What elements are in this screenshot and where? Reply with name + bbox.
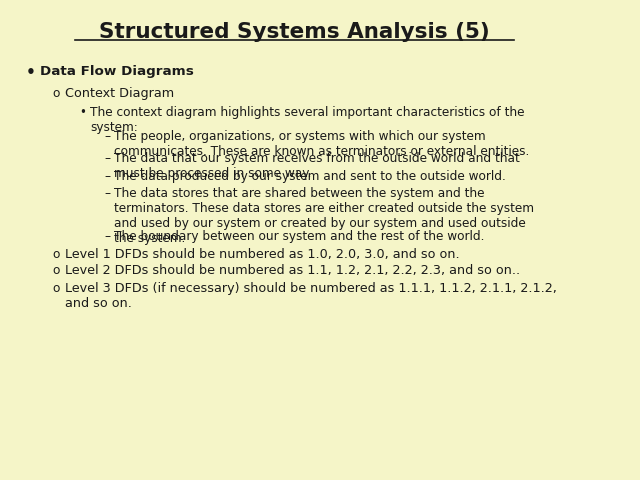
Text: The boundary between our system and the rest of the world.: The boundary between our system and the …	[114, 230, 484, 243]
Text: The people, organizations, or systems with which our system
communicates. These : The people, organizations, or systems wi…	[114, 130, 529, 158]
Text: –: –	[104, 170, 110, 183]
Text: –: –	[104, 230, 110, 243]
Text: o: o	[52, 264, 60, 277]
Text: –: –	[104, 130, 110, 143]
Text: Level 3 DFDs (if necessary) should be numbered as 1.1.1, 1.1.2, 2.1.1, 2.1.2,
an: Level 3 DFDs (if necessary) should be nu…	[65, 282, 557, 310]
Text: The context diagram highlights several important characteristics of the
system:: The context diagram highlights several i…	[90, 106, 525, 134]
Text: –: –	[104, 187, 110, 200]
Text: o: o	[52, 248, 60, 261]
Text: The data produced by our system and sent to the outside world.: The data produced by our system and sent…	[114, 170, 506, 183]
Text: •: •	[79, 106, 86, 119]
Text: Data Flow Diagrams: Data Flow Diagrams	[40, 65, 193, 78]
Text: Level 2 DFDs should be numbered as 1.1, 1.2, 2.1, 2.2, 2.3, and so on..: Level 2 DFDs should be numbered as 1.1, …	[65, 264, 520, 277]
Text: o: o	[52, 87, 60, 100]
Text: The data stores that are shared between the system and the
terminators. These da: The data stores that are shared between …	[114, 187, 534, 245]
Text: •: •	[26, 65, 36, 80]
Text: –: –	[104, 152, 110, 165]
Text: Context Diagram: Context Diagram	[65, 87, 175, 100]
Text: The data that our system receives from the outside world and that
must be proces: The data that our system receives from t…	[114, 152, 520, 180]
Text: Level 1 DFDs should be numbered as 1.0, 2.0, 3.0, and so on.: Level 1 DFDs should be numbered as 1.0, …	[65, 248, 460, 261]
Text: o: o	[52, 282, 60, 295]
Text: Structured Systems Analysis (5): Structured Systems Analysis (5)	[99, 22, 490, 42]
